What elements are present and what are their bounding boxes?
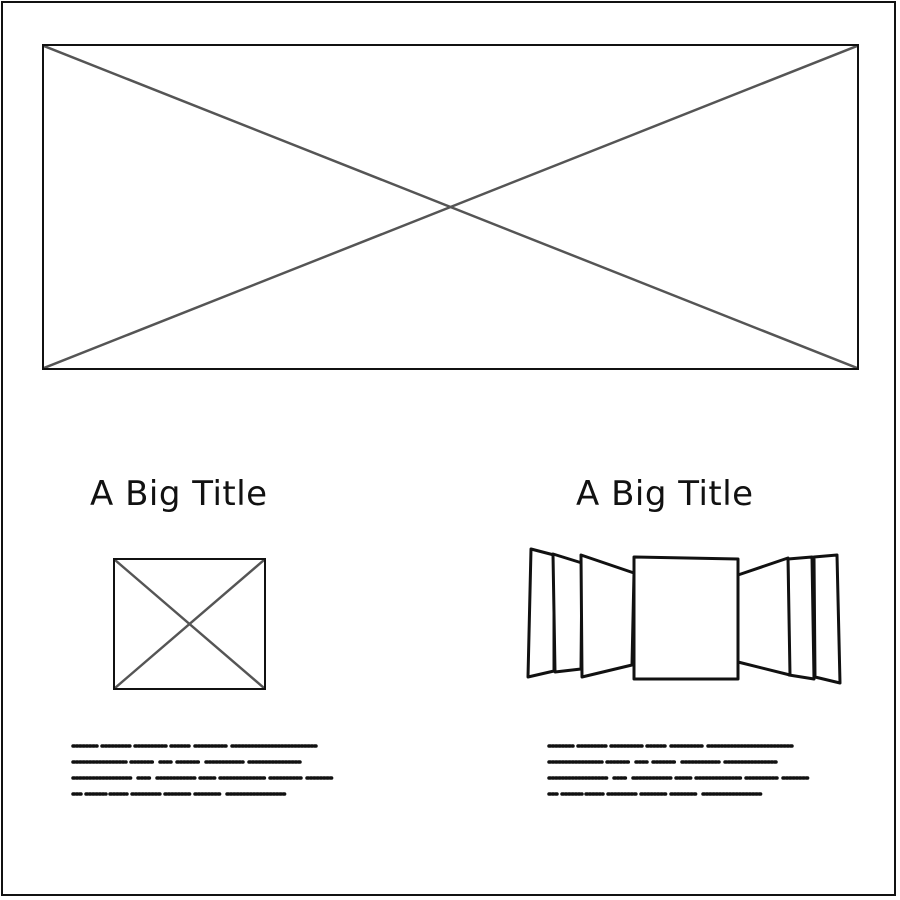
carousel-card-left-1 [579, 553, 636, 679]
column-right-title: A Big Title [576, 474, 754, 514]
column-right-text-placeholder [547, 744, 810, 796]
carousel-card-center [632, 555, 740, 681]
carousel-card-right-2 [786, 555, 816, 681]
hero-image-placeholder [42, 44, 859, 370]
column-left-text-placeholder [71, 744, 334, 796]
carousel-card-left-3 [526, 547, 556, 679]
image-placeholder-cross-icon [44, 46, 857, 368]
carousel-card-left-2 [551, 552, 584, 674]
column-left-title: A Big Title [90, 474, 268, 514]
column-left-image-placeholder [113, 558, 266, 690]
image-placeholder-cross-icon [115, 560, 264, 688]
carousel-card-right-1 [736, 556, 792, 677]
carousel-card-right-3 [812, 553, 842, 685]
cover-flow-carousel[interactable] [526, 545, 842, 685]
